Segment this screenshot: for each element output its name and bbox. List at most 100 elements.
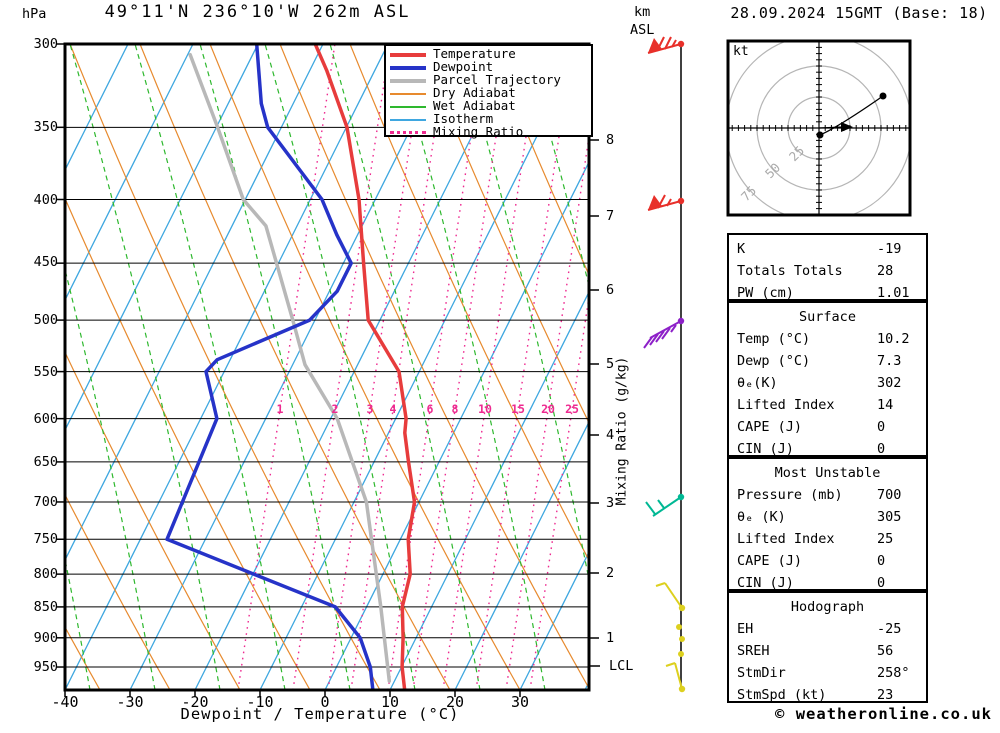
mr-label-2: 2 — [331, 402, 339, 416]
row-label: θₑ (K) — [737, 509, 786, 525]
pressure-tick-450: 450 — [33, 254, 58, 270]
temp-tick-20: 20 — [445, 693, 465, 711]
table-row: θₑ (K) 305 — [729, 506, 926, 528]
row-value: 14 — [877, 397, 894, 413]
legend-label: Wet Adiabat — [433, 98, 516, 113]
parcel-trajectory-curve — [188, 52, 392, 683]
km-tick-3: 3 — [606, 495, 615, 511]
row-value: 23 — [877, 687, 894, 703]
table-row: CIN (J) 0 — [729, 572, 926, 594]
wind-barb — [647, 36, 685, 54]
asl-axis-unit-label: ASL — [630, 22, 655, 38]
row-label: Totals Totals — [737, 263, 843, 279]
row-label: Dewp (°C) — [737, 353, 811, 369]
wet-adiabat-line-swatch — [390, 105, 426, 108]
row-value: 1.01 — [877, 285, 910, 301]
temp-tick--30: -30 — [116, 693, 144, 711]
km-axis-unit-label: km — [634, 4, 651, 20]
wind-barb — [655, 582, 686, 612]
pressure-tick-500: 500 — [33, 312, 58, 328]
hodograph-table: Hodograph EH -25 SREH 56 StmDir 258° StmSpd… — [727, 591, 928, 703]
table-row: CAPE (J) 0 — [729, 550, 926, 572]
row-value: 0 — [877, 441, 886, 457]
datetime-title: 28.09.2024 15GMT (Base: 18) — [730, 4, 988, 22]
legend-item-mixing-ratio: Mixing Ratio — [390, 125, 591, 138]
table-row: Totals Totals 28 — [729, 260, 926, 282]
km-tick-8: 8 — [606, 132, 615, 148]
pressure-tick-600: 600 — [33, 411, 58, 427]
row-label: K — [737, 241, 746, 257]
pressure-tick-400: 400 — [33, 192, 58, 208]
isotherm-line-swatch — [390, 118, 426, 121]
pressure-tick-300: 300 — [33, 36, 58, 52]
pressure-tick-550: 550 — [33, 364, 58, 380]
km-tick-2: 2 — [606, 565, 615, 581]
mr-label-15: 15 — [511, 402, 525, 416]
temperature-curve — [313, 45, 417, 689]
wind-level-dot — [676, 624, 682, 630]
row-label: StmSpd (kt) — [737, 687, 827, 703]
hodograph-border — [726, 39, 912, 217]
legend-item-dry-adiabat: Dry Adiabat — [390, 86, 591, 99]
legend-item-wet-adiabat: Wet Adiabat — [390, 99, 591, 112]
pressure-tick-800: 800 — [33, 566, 58, 582]
legend-label: Mixing Ratio — [433, 124, 524, 139]
legend-label: Parcel Trajectory — [433, 72, 561, 87]
x-axis-title: Dewpoint / Temperature (°C) — [180, 705, 460, 723]
temp-tick-0: 0 — [320, 693, 330, 711]
row-value: 0 — [877, 575, 886, 591]
hodograph-trace — [819, 95, 884, 136]
pressure-tick-850: 850 — [33, 599, 58, 615]
row-value: 56 — [877, 643, 894, 659]
dewpoint-curve — [165, 45, 375, 689]
mr-label-25: 25 — [565, 402, 579, 416]
legend-label: Isotherm — [433, 111, 494, 126]
mr-label-8: 8 — [451, 402, 459, 416]
pressure-tick-650: 650 — [33, 454, 58, 470]
wind-barb — [643, 317, 685, 349]
row-value: 25 — [877, 531, 894, 547]
row-label: CAPE (J) — [737, 553, 803, 569]
row-value: 302 — [877, 375, 902, 391]
row-label: CAPE (J) — [737, 419, 803, 435]
row-label: Lifted Index — [737, 531, 835, 547]
storm-motion-arrow — [841, 122, 853, 132]
row-label: PW (cm) — [737, 285, 794, 301]
dry-adiabat-line-swatch — [390, 92, 426, 95]
row-value: 10.2 — [877, 331, 910, 347]
surface-table: Surface Temp (°C) 10.2 Dewp (°C) 7.3 θₑ(K)… — [727, 301, 928, 457]
row-label: Temp (°C) — [737, 331, 811, 347]
table-title: Most Unstable — [774, 465, 881, 481]
pressure-tick-950: 950 — [33, 659, 58, 675]
legend-label: Dry Adiabat — [433, 85, 516, 100]
lcl-label: LCL — [609, 658, 634, 674]
row-label: Pressure (mb) — [737, 487, 843, 503]
table-row: Pressure (mb) 700 — [729, 484, 926, 506]
legend-item-parcel: Parcel Trajectory — [390, 73, 591, 86]
legend-box: Temperature Dewpoint Parcel Trajectory D… — [384, 44, 593, 138]
temperature-line-swatch — [390, 52, 426, 57]
table-title: Hodograph — [790, 599, 865, 615]
table-title: Surface — [799, 309, 856, 325]
pressure-tick-750: 750 — [33, 531, 58, 547]
temp-tick--40: -40 — [51, 693, 79, 711]
pressure-tick-700: 700 — [33, 494, 58, 510]
row-value: -25 — [877, 621, 902, 637]
mixing-ratio-axis-title: Mixing Ratio (g/kg) — [614, 356, 630, 506]
hodograph-area — [729, 42, 909, 214]
row-label: θₑ(K) — [737, 375, 778, 391]
dewpoint-line-swatch — [390, 65, 426, 70]
row-value: 7.3 — [877, 353, 902, 369]
indices-table: K -19 Totals Totals 28 PW (cm) 1.01 — [727, 233, 928, 301]
pressure-tick-350: 350 — [33, 119, 58, 135]
km-tick-4: 4 — [606, 427, 615, 443]
most-unstable-table: Most Unstable Pressure (mb) 700 θₑ (K) 305… — [727, 457, 928, 591]
table-row: CIN (J) 0 — [729, 438, 926, 460]
table-row: CAPE (J) 0 — [729, 416, 926, 438]
mr-label-6: 6 — [426, 402, 434, 416]
wind-barb — [665, 662, 686, 693]
row-value: 28 — [877, 263, 894, 279]
plot-border — [63, 42, 591, 692]
pressure-unit-label: hPa — [22, 6, 47, 22]
